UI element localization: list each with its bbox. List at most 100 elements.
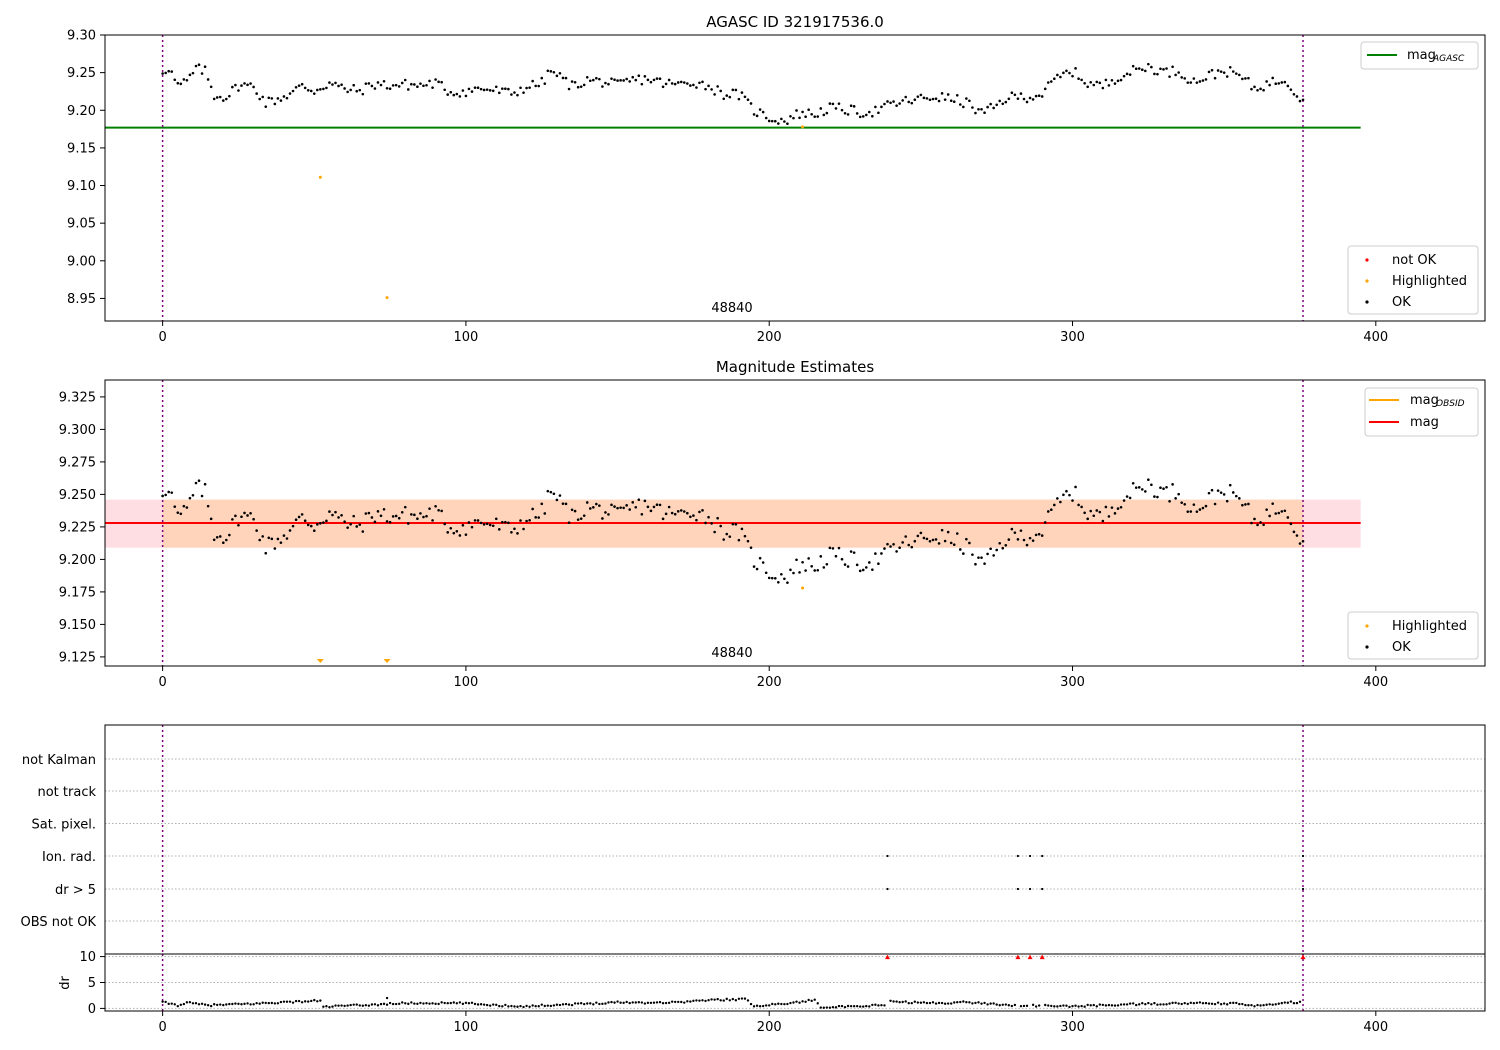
estimates-ok-point [425, 514, 428, 518]
estimates-ok-point [679, 509, 683, 512]
estimates-obsid-label: 48840 [711, 646, 752, 661]
estimates-ok-point [695, 518, 698, 522]
agasc-ok-point [704, 87, 707, 91]
dr-point [303, 1000, 307, 1003]
dr-point [595, 1001, 598, 1004]
dr-capped-marker [1039, 954, 1045, 960]
agasc-ok-point [455, 92, 459, 96]
agasc-ok-point [798, 116, 801, 120]
dr-point [416, 1002, 419, 1006]
estimates-ok-point [804, 569, 807, 572]
dr-xtick-label: 0 [158, 1020, 166, 1035]
estimates-ok-point [1016, 538, 1020, 541]
agasc-legend-bottom: not OK Highlighted OK [1347, 245, 1479, 315]
dr-point [206, 1003, 210, 1007]
estimates-ok-point [185, 506, 189, 509]
dr-point [1204, 1001, 1208, 1005]
estimates-ok-point [1277, 511, 1281, 515]
dr-point [397, 1002, 401, 1006]
agasc-ok-point [352, 83, 356, 87]
dr-point [1044, 1003, 1047, 1007]
dr-point [349, 1003, 352, 1007]
dr-point [322, 1005, 325, 1008]
dr-point [640, 1001, 644, 1004]
agasc-legend-mag-sub: AGASC [1432, 54, 1465, 64]
estimates-legend-highlighted: Highlighted [1392, 619, 1467, 634]
dr-point [1265, 1003, 1268, 1006]
dr-point [822, 1006, 826, 1009]
estimates-ok-point [1113, 512, 1117, 515]
agasc-ok-point [276, 97, 280, 100]
estimates-ok-point [1022, 538, 1026, 542]
dr-point [816, 1002, 819, 1005]
agasc-ok-point [270, 97, 274, 100]
estimates-ok-point [1286, 516, 1290, 519]
agasc-ok-point [343, 87, 346, 90]
dr-point [519, 1004, 522, 1008]
flag-row-label: not Kalman [22, 753, 96, 768]
estimates-ok-point [698, 510, 701, 514]
estimates-ok-point [1259, 521, 1262, 524]
estimates-ok-point [379, 514, 383, 518]
estimates-ok-point [828, 546, 832, 550]
agasc-ok-point [770, 119, 774, 123]
agasc-ok-point [965, 97, 968, 100]
agasc-ok-point [458, 95, 462, 98]
estimates-ok-point [300, 513, 304, 516]
dr-point [1116, 1004, 1120, 1007]
agasc-ok-point [849, 104, 853, 108]
dr-point [182, 1002, 186, 1006]
estimates-panel-title: Magnitude Estimates [716, 358, 874, 376]
dr-point [689, 1000, 692, 1003]
agasc-ok-point [300, 82, 304, 86]
agasc-ok-point [346, 90, 349, 94]
agasc-ok-point [855, 112, 859, 115]
agasc-ok-point [1283, 80, 1287, 84]
agasc-ok-point [291, 89, 295, 93]
dr-point [928, 1001, 932, 1005]
agasc-ok-point [676, 81, 680, 84]
dr-point [228, 1002, 231, 1006]
agasc-ok-point [567, 87, 571, 91]
estimates-ok-point [1074, 485, 1077, 489]
estimates-ok-point [1007, 538, 1011, 541]
agasc-ok-point [664, 82, 668, 86]
estimates-ok-point [552, 492, 556, 496]
estimates-ok-point [437, 508, 440, 512]
dr-point [780, 1002, 783, 1006]
estimates-ok-point [419, 512, 422, 515]
dr-point [798, 1001, 801, 1004]
dr-point [1056, 1005, 1059, 1008]
dr-point [601, 1002, 604, 1006]
agasc-ok-point [773, 119, 777, 123]
agasc-ok-point [858, 115, 862, 119]
dr-point [161, 1000, 164, 1003]
agasc-ok-point [1125, 72, 1129, 76]
dr-point [631, 1001, 634, 1004]
agasc-ok-point [613, 78, 616, 81]
agasc-ok-point [1144, 69, 1147, 73]
estimates-ok-point [467, 521, 471, 524]
dr-point [892, 1000, 895, 1003]
estimates-xtick-label: 0 [158, 675, 166, 690]
agasc-ok-point [437, 80, 440, 84]
dr-point [513, 1005, 516, 1008]
agasc-ok-point [989, 102, 992, 106]
dr-point [904, 1000, 907, 1003]
dr-point [661, 1002, 665, 1005]
agasc-ok-point [816, 115, 820, 118]
dr-point [249, 1003, 252, 1006]
agasc-ok-point [491, 89, 495, 93]
dr-point [1113, 1004, 1117, 1007]
dr-point [1110, 1004, 1114, 1007]
estimates-ok-point [525, 519, 528, 523]
estimates-ok-point [461, 523, 465, 527]
agasc-ok-point [880, 105, 883, 109]
dr-point [783, 1002, 786, 1006]
agasc-ok-point [1159, 67, 1162, 71]
estimates-ok-point [673, 512, 677, 516]
agasc-ok-point [719, 89, 722, 93]
estimates-ok-point [752, 565, 756, 568]
dr-point [1222, 1002, 1226, 1005]
dr-point [516, 1005, 519, 1008]
